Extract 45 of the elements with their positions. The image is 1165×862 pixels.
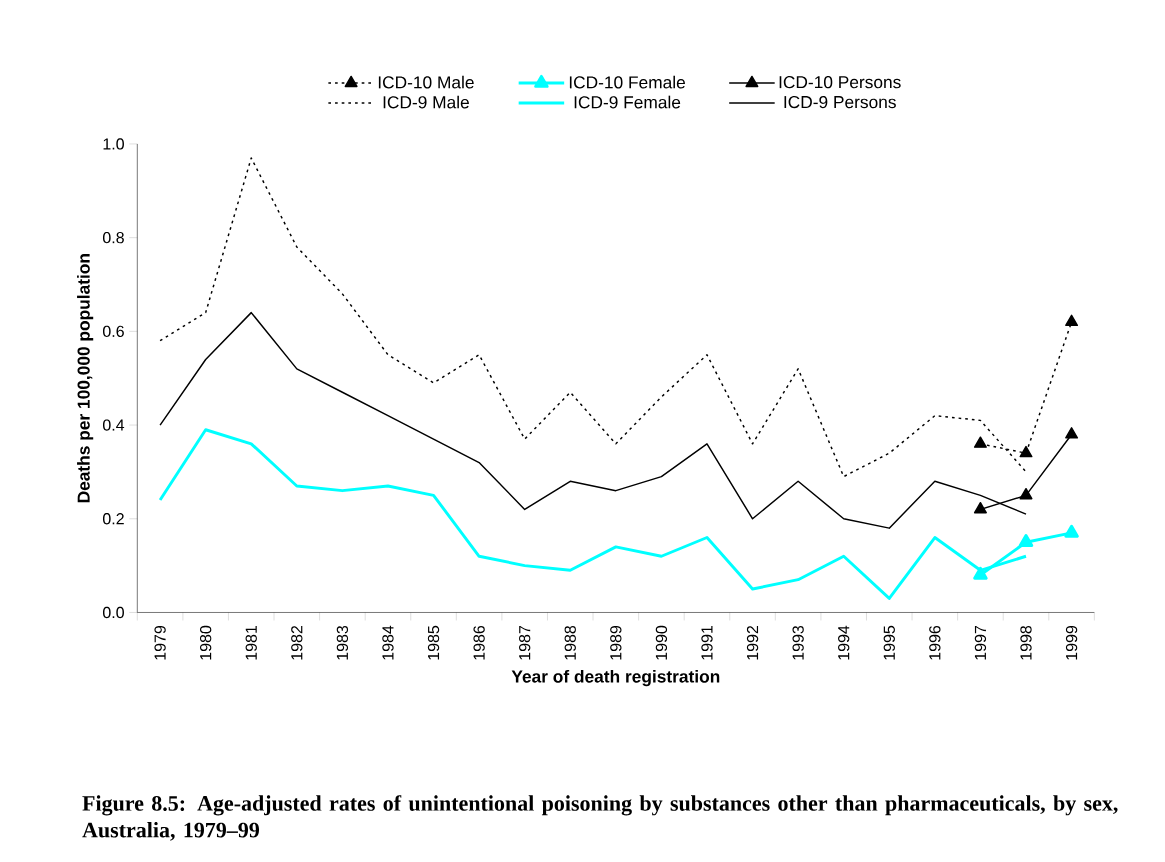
x-tick-label: 1993: [792, 625, 804, 660]
legend-label: ICD-10 Persons: [779, 75, 901, 89]
y-tick-label: 0.0: [102, 606, 124, 618]
y-tick-label: 0.2: [102, 512, 124, 525]
legend-label: ICD-9 Female: [574, 95, 681, 109]
text: Figure 8.5: Age-adjusted rates of unintentional poisoning by substances other than pharmaceuticals, by sex, Australia, 1979–99: [82, 794, 1118, 841]
point: [973, 501, 987, 514]
x-tick-label: 1980: [200, 625, 212, 660]
point: [1065, 314, 1079, 326]
y-tick-label: 0.6: [102, 325, 124, 337]
x-tick-label: 1992: [746, 625, 759, 660]
x-tick-label: 1981: [245, 625, 257, 660]
x-tick-label: 1986: [473, 625, 485, 660]
x-tick-label: 1995: [883, 625, 895, 660]
legend-label: ICD-9 Persons: [784, 95, 896, 108]
legend-label: ICD-9 Male: [383, 95, 469, 109]
y-tick-label: 0.8: [102, 231, 124, 244]
x-axis-title: Year of death registration: [511, 669, 720, 686]
x-tick-label: 1985: [427, 625, 440, 660]
x-tick-label: 1991: [701, 625, 713, 660]
y-tick-label: 1.0: [103, 138, 124, 150]
point: [1064, 524, 1079, 538]
point: [973, 566, 988, 580]
y-axis-title: Deaths per 100,000 population: [77, 253, 94, 503]
x-tick-label: 1988: [564, 625, 576, 660]
legend-label: ICD-10 Female: [569, 75, 685, 89]
point: [1065, 426, 1079, 439]
point: [1018, 533, 1034, 547]
x-tick-label: 1990: [655, 625, 668, 660]
legend-label: ICD-10 Male: [378, 75, 474, 89]
point: [1019, 487, 1033, 500]
x-tick-label: 1989: [610, 625, 622, 660]
point: [973, 436, 987, 448]
x-tick-label: 1982: [291, 625, 303, 660]
x-tick-label: 1979: [154, 625, 166, 660]
x-tick-label: 1984: [382, 625, 394, 660]
y-tick-label: 0.4: [102, 419, 125, 431]
x-tick-label: 1999: [1065, 625, 1078, 660]
x-tick-label: 1987: [519, 625, 531, 660]
x-tick-label: 1996: [929, 625, 941, 660]
point: [1019, 445, 1033, 458]
x-tick-label: 1998: [1020, 625, 1032, 660]
x-tick-label: 1983: [336, 625, 349, 660]
x-tick-label: 1997: [974, 625, 987, 660]
x-tick-label: 1994: [838, 625, 850, 660]
